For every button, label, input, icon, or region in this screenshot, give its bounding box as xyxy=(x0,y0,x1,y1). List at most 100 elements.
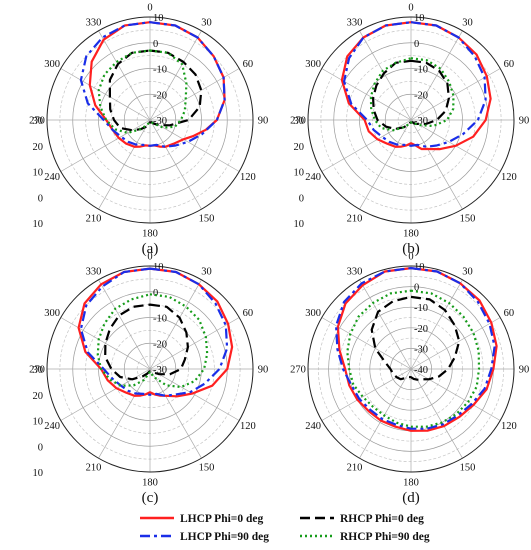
radial-tick-label: -20 xyxy=(153,90,167,101)
grid-spoke xyxy=(321,68,412,121)
grid-spoke xyxy=(149,279,202,370)
grid-spoke xyxy=(98,368,151,459)
angle-tick-label: 120 xyxy=(240,421,256,432)
grid-spoke xyxy=(149,368,202,459)
radial-tick-label: -30 xyxy=(153,116,167,127)
grid-spoke xyxy=(359,119,412,210)
radial-tick-label: 0 xyxy=(299,193,304,204)
radial-tick-label: 10 xyxy=(33,168,44,179)
radial-tick-label: 20 xyxy=(294,142,305,153)
angle-tick-label: 150 xyxy=(199,462,215,473)
grid-spoke xyxy=(359,30,412,121)
grid-spoke xyxy=(149,317,240,370)
radial-tick-label: 0 xyxy=(414,39,419,50)
legend-label: LHCP Phi=90 deg xyxy=(180,531,269,543)
grid-spoke xyxy=(60,119,151,172)
radial-tick-label: 20 xyxy=(33,391,44,402)
legend-item: LHCP Phi=90 deg xyxy=(140,531,269,543)
radial-tick-label: -30 xyxy=(414,116,428,127)
series-lhcp-phi-0-deg xyxy=(77,267,234,398)
grid-spoke xyxy=(410,30,463,121)
angle-tick-label: 120 xyxy=(501,172,517,183)
series-rhcp-phi-90-deg xyxy=(369,57,455,132)
grid-spoke xyxy=(410,368,501,421)
series-rhcp-phi-90-deg xyxy=(346,289,481,428)
radial-tick-label: -30 xyxy=(414,344,428,355)
grid-spoke xyxy=(410,317,501,370)
legend-label: LHCP Phi=0 deg xyxy=(180,513,263,525)
radial-tick-label: 10 xyxy=(414,13,425,24)
radial-tick-label: 10 xyxy=(414,262,425,273)
radial-tick-label: 10 xyxy=(153,262,164,273)
radial-tick-label: 10 xyxy=(153,13,164,24)
panel-label: (d) xyxy=(402,490,420,506)
radial-tick-label: 10 xyxy=(33,417,44,428)
angle-tick-label: 30 xyxy=(462,18,473,29)
grid-spoke xyxy=(149,119,240,172)
outer-ring xyxy=(46,16,254,224)
radial-tick-label: 0 xyxy=(414,283,419,294)
angle-tick-label: 30 xyxy=(462,267,473,278)
grid-spoke xyxy=(410,368,463,459)
angle-tick-label: 330 xyxy=(347,18,363,29)
angle-tick-label: 0 xyxy=(147,3,152,14)
radial-tick-label: -10 xyxy=(414,303,428,314)
angle-tick-label: 150 xyxy=(460,462,476,473)
angle-tick-label: 30 xyxy=(201,267,212,278)
legend-item: RHCP Phi=90 deg xyxy=(300,531,430,543)
angle-tick-label: 210 xyxy=(347,462,363,473)
outer-ring xyxy=(307,16,515,224)
outer-ring xyxy=(307,265,515,473)
panel-label: (a) xyxy=(142,241,159,257)
angle-tick-label: 330 xyxy=(86,267,102,278)
series-lhcp-phi-0-deg xyxy=(336,267,498,432)
angle-tick-label: 270 xyxy=(290,116,306,127)
angle-tick-label: 150 xyxy=(460,213,476,224)
grid-spoke xyxy=(60,317,151,370)
legend-label: RHCP Phi=90 deg xyxy=(340,531,430,543)
angle-tick-label: 30 xyxy=(201,18,212,29)
angle-tick-label: 0 xyxy=(408,3,413,14)
radial-tick-label: -10 xyxy=(414,65,428,76)
angle-tick-label: 210 xyxy=(347,213,363,224)
series-rhcp-phi-90-deg xyxy=(96,293,209,389)
legend-item: LHCP Phi=0 deg xyxy=(140,513,263,525)
angle-tick-label: 90 xyxy=(519,116,530,127)
grid-spoke xyxy=(410,279,463,370)
radial-tick-label: 20 xyxy=(33,142,44,153)
radial-tick-label: 10 xyxy=(294,168,305,179)
angle-tick-label: 240 xyxy=(305,421,321,432)
angle-tick-label: 150 xyxy=(199,213,215,224)
angle-tick-label: 240 xyxy=(305,172,321,183)
angle-tick-label: 180 xyxy=(403,478,419,489)
angle-tick-label: 60 xyxy=(504,308,515,319)
grid-spoke xyxy=(98,279,151,370)
angle-tick-label: 120 xyxy=(240,172,256,183)
legend-label: RHCP Phi=0 deg xyxy=(340,513,424,525)
grid-spoke xyxy=(149,119,202,210)
radial-tick-label: -40 xyxy=(414,365,428,376)
grid-spoke xyxy=(98,30,151,121)
grid-spoke xyxy=(359,368,412,459)
outer-ring xyxy=(46,265,254,473)
series-lhcp-phi-90-deg xyxy=(343,21,487,148)
radial-tick-label: 10 xyxy=(294,219,305,230)
angle-tick-label: 180 xyxy=(142,478,158,489)
angle-tick-label: 90 xyxy=(519,365,530,376)
angle-tick-label: 60 xyxy=(243,308,254,319)
angle-tick-label: 60 xyxy=(504,59,515,70)
radial-tick-label: 10 xyxy=(33,468,44,479)
radial-tick-label: 30 xyxy=(294,116,305,127)
angle-tick-label: 0 xyxy=(408,252,413,263)
angle-tick-label: 270 xyxy=(290,365,306,376)
radial-tick-label: 30 xyxy=(33,365,44,376)
grid-spoke xyxy=(60,68,151,121)
series-rhcp-phi-90-deg xyxy=(97,49,188,134)
angle-tick-label: 210 xyxy=(86,462,102,473)
radial-tick-label: 0 xyxy=(38,193,43,204)
